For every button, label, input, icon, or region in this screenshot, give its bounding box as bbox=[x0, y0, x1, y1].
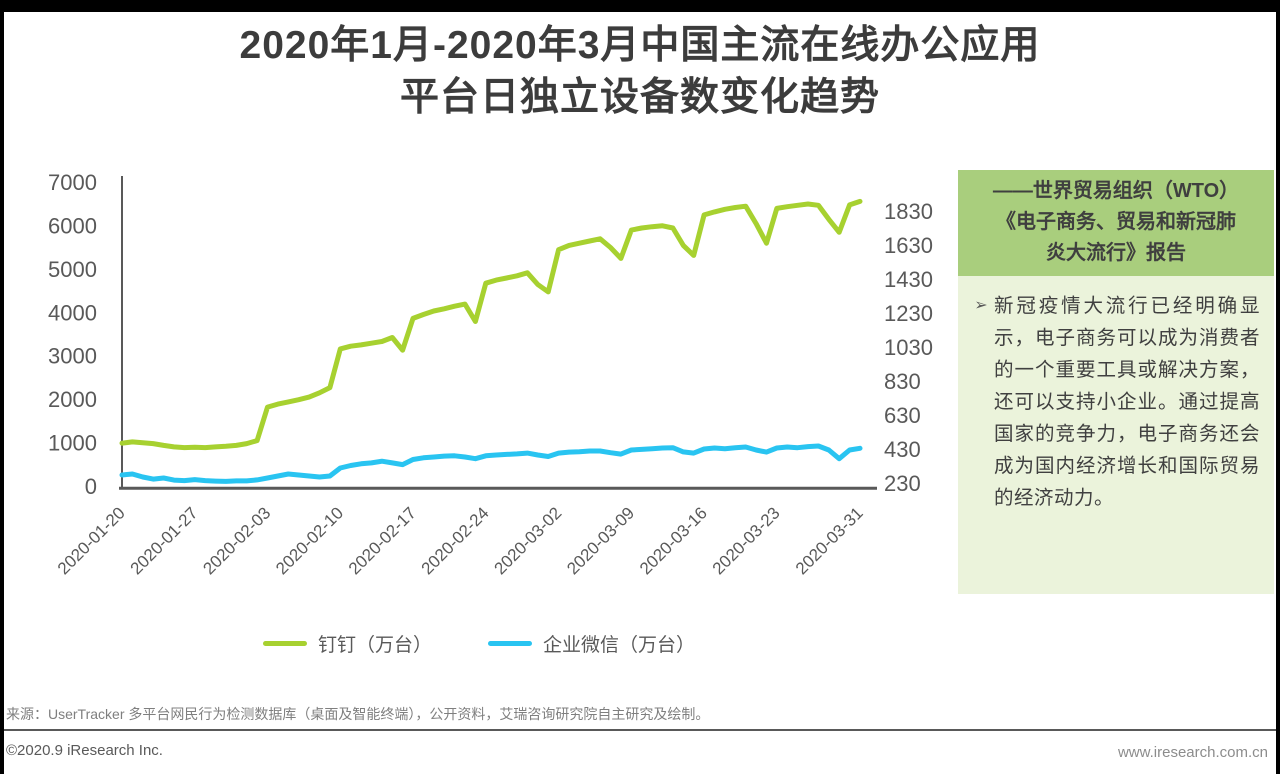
legend-label: 企业微信（万台） bbox=[543, 635, 696, 656]
svg-text:1430: 1430 bbox=[884, 267, 933, 292]
chart-legend: 钉钉（万台） 企业微信（万台） bbox=[0, 630, 958, 657]
x-axis-labels: 2020-01-202020-01-272020-02-032020-02-10… bbox=[54, 503, 867, 578]
left-axis-labels: 7000 6000 5000 4000 3000 2000 1000 0 bbox=[48, 170, 97, 499]
svg-text:2020-02-10: 2020-02-10 bbox=[272, 503, 347, 578]
svg-text:4000: 4000 bbox=[48, 300, 97, 325]
svg-text:2020-02-03: 2020-02-03 bbox=[199, 503, 274, 578]
quote-header-line: 《电子商务、贸易和新冠肺 bbox=[996, 211, 1236, 233]
svg-text:630: 630 bbox=[884, 403, 921, 428]
svg-text:2020-03-02: 2020-03-02 bbox=[490, 503, 565, 578]
svg-text:1000: 1000 bbox=[48, 431, 97, 456]
quote-panel-body: ➢ 新冠疫情大流行已经明确显示，电子商务可以成为消费者的一个重要工具或解决方案，… bbox=[958, 276, 1274, 594]
svg-text:2020-01-20: 2020-01-20 bbox=[54, 503, 129, 578]
legend-swatch-dingtalk bbox=[262, 641, 307, 646]
svg-text:2020-03-23: 2020-03-23 bbox=[709, 503, 784, 578]
svg-text:2020-03-31: 2020-03-31 bbox=[792, 503, 867, 578]
arrow-bullet-icon: ➢ bbox=[974, 297, 988, 314]
top-edge-bar bbox=[0, 0, 1280, 12]
source-note: 来源：UserTracker 多平台网民行为检测数据库（桌面及智能终端），公开资… bbox=[6, 706, 710, 722]
page-title: 2020年1月-2020年3月中国主流在线办公应用 平台日独立设备数变化趋势 bbox=[0, 20, 1280, 124]
svg-text:7000: 7000 bbox=[48, 170, 97, 195]
svg-text:2020-02-24: 2020-02-24 bbox=[418, 503, 493, 578]
quote-panel: ——世界贸易组织（WTO） 《电子商务、贸易和新冠肺 炎大流行》报告 ➢ 新冠疫… bbox=[958, 170, 1274, 594]
svg-text:0: 0 bbox=[85, 474, 97, 499]
svg-text:1230: 1230 bbox=[884, 301, 933, 326]
svg-text:1630: 1630 bbox=[884, 233, 933, 258]
svg-text:1830: 1830 bbox=[884, 199, 933, 224]
legend-label: 钉钉（万台） bbox=[317, 635, 432, 656]
svg-text:5000: 5000 bbox=[48, 257, 97, 282]
page-title-line2: 平台日独立设备数变化趋势 bbox=[399, 76, 880, 119]
quote-panel-text: 新冠疫情大流行已经明确显示，电子商务可以成为消费者的一个重要工具或解决方案，还可… bbox=[994, 295, 1260, 509]
svg-text:2020-02-17: 2020-02-17 bbox=[345, 503, 420, 578]
quote-header-line: ——世界贸易组织（WTO） bbox=[992, 180, 1240, 202]
page-title-line1: 2020年1月-2020年3月中国主流在线办公应用 bbox=[239, 24, 1041, 67]
svg-text:830: 830 bbox=[884, 369, 921, 394]
legend-swatch-wechat-work bbox=[488, 641, 532, 646]
svg-text:3000: 3000 bbox=[48, 344, 97, 369]
svg-text:2020-03-09: 2020-03-09 bbox=[563, 503, 638, 578]
svg-text:6000: 6000 bbox=[48, 213, 97, 238]
svg-text:1030: 1030 bbox=[884, 335, 933, 360]
svg-text:2000: 2000 bbox=[48, 387, 97, 412]
svg-text:230: 230 bbox=[884, 471, 921, 496]
website-link: www.iresearch.com.cn bbox=[1117, 744, 1268, 761]
chart-svg: 7000 6000 5000 4000 3000 2000 1000 0 1830 1630 143… bbox=[48, 170, 933, 579]
footer-divider bbox=[4, 729, 1276, 731]
series-line-dingtalk bbox=[119, 198, 863, 451]
copyright: ©2020.9 iResearch Inc. bbox=[6, 742, 163, 759]
series-line-wechat-work bbox=[119, 443, 863, 484]
left-edge-bar bbox=[0, 0, 4, 774]
svg-text:2020-03-16: 2020-03-16 bbox=[636, 503, 711, 578]
chart-axes bbox=[119, 176, 877, 490]
legend-item-wechat-work: 企业微信（万台） bbox=[488, 630, 695, 657]
quote-panel-header: ——世界贸易组织（WTO） 《电子商务、贸易和新冠肺 炎大流行》报告 bbox=[958, 170, 1274, 276]
svg-text:430: 430 bbox=[884, 437, 921, 462]
right-edge-bar bbox=[1276, 0, 1280, 774]
svg-text:2020-01-27: 2020-01-27 bbox=[127, 503, 202, 578]
right-axis-labels: 1830 1630 1430 1230 1030 830 630 430 230 bbox=[884, 199, 933, 496]
quote-header-line: 炎大流行》报告 bbox=[1046, 242, 1186, 264]
legend-item-dingtalk: 钉钉（万台） bbox=[262, 630, 432, 657]
